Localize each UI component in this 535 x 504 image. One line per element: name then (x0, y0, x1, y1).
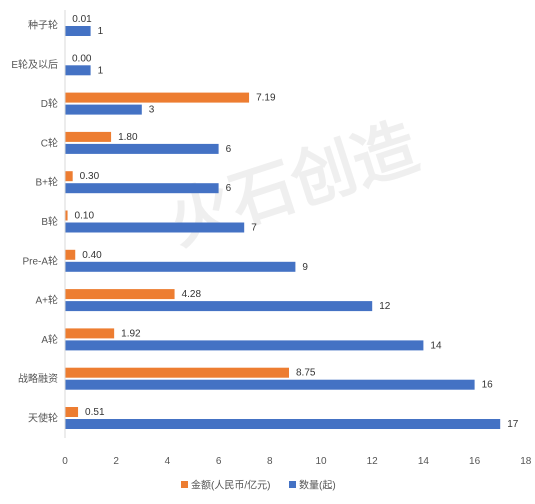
amount-bar (65, 249, 76, 260)
count-data-label: 16 (482, 380, 494, 391)
count-bar (65, 340, 424, 351)
x-tick-label: 4 (165, 456, 171, 467)
count-bar (65, 222, 245, 233)
x-tick-label: 12 (367, 456, 379, 467)
amount-bar (65, 171, 73, 182)
amount-bar (65, 289, 175, 300)
amount-data-label: 0.30 (80, 171, 100, 182)
category-label: B+轮 (35, 176, 58, 189)
x-tick-label: 0 (62, 456, 68, 467)
count-bar (65, 104, 142, 115)
amount-data-label: 0.40 (82, 250, 102, 261)
x-tick-label: 8 (267, 456, 273, 467)
x-tick-label: 14 (418, 456, 430, 467)
count-bar (65, 26, 91, 36)
count-data-label: 3 (149, 105, 155, 116)
amount-data-label: 8.75 (296, 368, 316, 379)
count-bar (65, 379, 475, 390)
x-tick-label: 16 (469, 456, 481, 467)
count-data-label: 12 (379, 301, 391, 312)
category-label: C轮 (41, 136, 58, 149)
count-data-label: 1 (98, 26, 104, 37)
amount-data-label: 0.01 (72, 14, 92, 25)
count-bar (65, 419, 501, 429)
x-tick-label: 6 (216, 456, 222, 467)
category-label: E轮及以后 (11, 58, 58, 71)
category-label: 战略融资 (18, 372, 58, 385)
count-data-label: 17 (507, 419, 519, 430)
legend-swatch (181, 481, 188, 488)
count-data-label: 1 (98, 65, 104, 76)
amount-data-label: 1.92 (121, 328, 141, 339)
amount-data-label: 7.19 (256, 93, 276, 104)
amount-bar (65, 367, 289, 378)
count-bar (65, 65, 91, 76)
count-bar (65, 261, 296, 272)
category-label: 种子轮 (28, 19, 58, 32)
amount-data-label: 0.00 (72, 53, 92, 64)
count-data-label: 14 (430, 340, 442, 351)
amount-bar (65, 131, 112, 142)
count-data-label: 9 (302, 262, 308, 273)
x-tick-labels: 0 2 4 6 8 10 12 14 16 18 (62, 456, 532, 467)
amount-bar (65, 92, 250, 103)
count-data-label: 6 (226, 183, 232, 194)
count-bar (65, 183, 219, 194)
amount-bar (65, 328, 115, 339)
category-label: A+轮 (35, 294, 58, 307)
category-label: B轮 (41, 215, 58, 228)
bars-layer: 0.01 1 0.00 1 7.19 3 1.80 6 0.30 6 0.10 7 0.40 9 4.28 1… (65, 14, 519, 430)
legend-label: 数量(起) (299, 479, 336, 492)
count-bar (65, 301, 373, 312)
amount-bar (65, 210, 68, 221)
category-label: Pre-A轮 (22, 254, 58, 267)
amount-data-label: 1.80 (118, 132, 138, 143)
x-tick-label: 2 (113, 456, 119, 467)
category-label: A轮 (41, 333, 58, 346)
count-data-label: 6 (226, 144, 232, 155)
amount-data-label: 4.28 (182, 289, 202, 300)
category-label: 天使轮 (28, 412, 58, 425)
count-data-label: 7 (251, 223, 257, 234)
amount-bar (65, 407, 79, 417)
x-tick-label: 18 (520, 456, 532, 467)
legend-label: 金额(人民币/亿元) (191, 479, 270, 492)
legend-swatch (289, 481, 296, 488)
count-bar (65, 143, 219, 154)
legend: 金额(人民币/亿元) 数量(起) (181, 479, 336, 492)
amount-data-label: 0.51 (85, 407, 105, 418)
amount-data-label: 0.10 (75, 211, 95, 222)
category-label: D轮 (41, 97, 58, 110)
x-tick-label: 10 (315, 456, 327, 467)
